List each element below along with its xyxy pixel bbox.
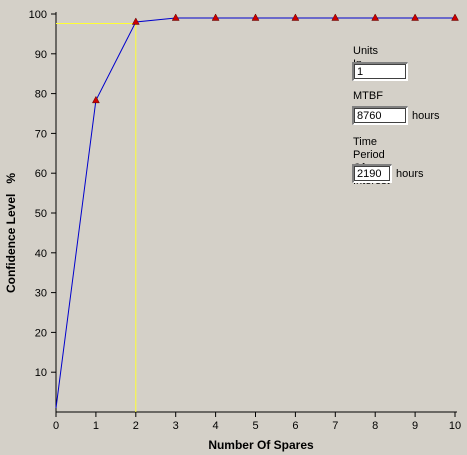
- x-tick-label: 7: [332, 420, 338, 432]
- x-tick-label: 2: [133, 420, 139, 432]
- data-point: [131, 17, 140, 25]
- y-axis-label: Confidence Level %: [4, 173, 18, 293]
- chart-ticks: 0 1 2 3 4 5 6 7 8 9 10 10 20 30 40 50 60 70 80 90 100: [29, 9, 461, 432]
- time-period-input[interactable]: [354, 166, 391, 182]
- mtbf-unit: hours: [412, 110, 440, 122]
- y-tick-label: 70: [35, 128, 47, 140]
- data-point: [171, 13, 180, 21]
- data-point: [291, 13, 300, 21]
- y-tick-label: 80: [35, 89, 47, 101]
- x-tick-label: 6: [292, 420, 298, 432]
- x-tick-label: 3: [173, 420, 179, 432]
- x-tick-label: 5: [252, 420, 258, 432]
- y-tick-label: 40: [35, 248, 47, 260]
- x-tick-label: 8: [372, 420, 378, 432]
- y-tick-label: 20: [35, 327, 47, 339]
- data-point: [251, 13, 260, 21]
- x-tick-label: 4: [213, 420, 219, 432]
- mtbf-label: MTBF: [353, 90, 383, 102]
- units-in-service-input[interactable]: [354, 64, 407, 80]
- units-in-service-box[interactable]: [352, 62, 408, 81]
- mtbf-box[interactable]: [352, 106, 408, 125]
- y-tick-label: 100: [29, 9, 47, 21]
- y-tick-label: 60: [35, 168, 47, 180]
- data-point: [211, 13, 220, 21]
- y-tick-label: 10: [35, 367, 47, 379]
- y-tick-label: 90: [35, 49, 47, 61]
- chart-axes: [55, 12, 457, 413]
- data-point: [331, 13, 340, 21]
- x-tick-label: 1: [93, 420, 99, 432]
- reference-lines: [56, 23, 137, 412]
- plot-area: [55, 13, 459, 409]
- time-period-box[interactable]: [352, 164, 392, 183]
- data-point: [411, 13, 420, 21]
- y-tick-label: 50: [35, 208, 47, 220]
- x-axis-label: Number Of Spares: [208, 438, 314, 452]
- time-period-unit: hours: [396, 168, 424, 180]
- x-tick-label: 0: [53, 420, 59, 432]
- data-point: [371, 13, 380, 21]
- data-point: [451, 13, 459, 21]
- mtbf-input[interactable]: [354, 108, 407, 124]
- y-tick-label: 30: [35, 288, 47, 300]
- data-point: [91, 95, 100, 104]
- x-tick-label: 9: [412, 420, 418, 432]
- x-tick-label: 10: [449, 420, 461, 432]
